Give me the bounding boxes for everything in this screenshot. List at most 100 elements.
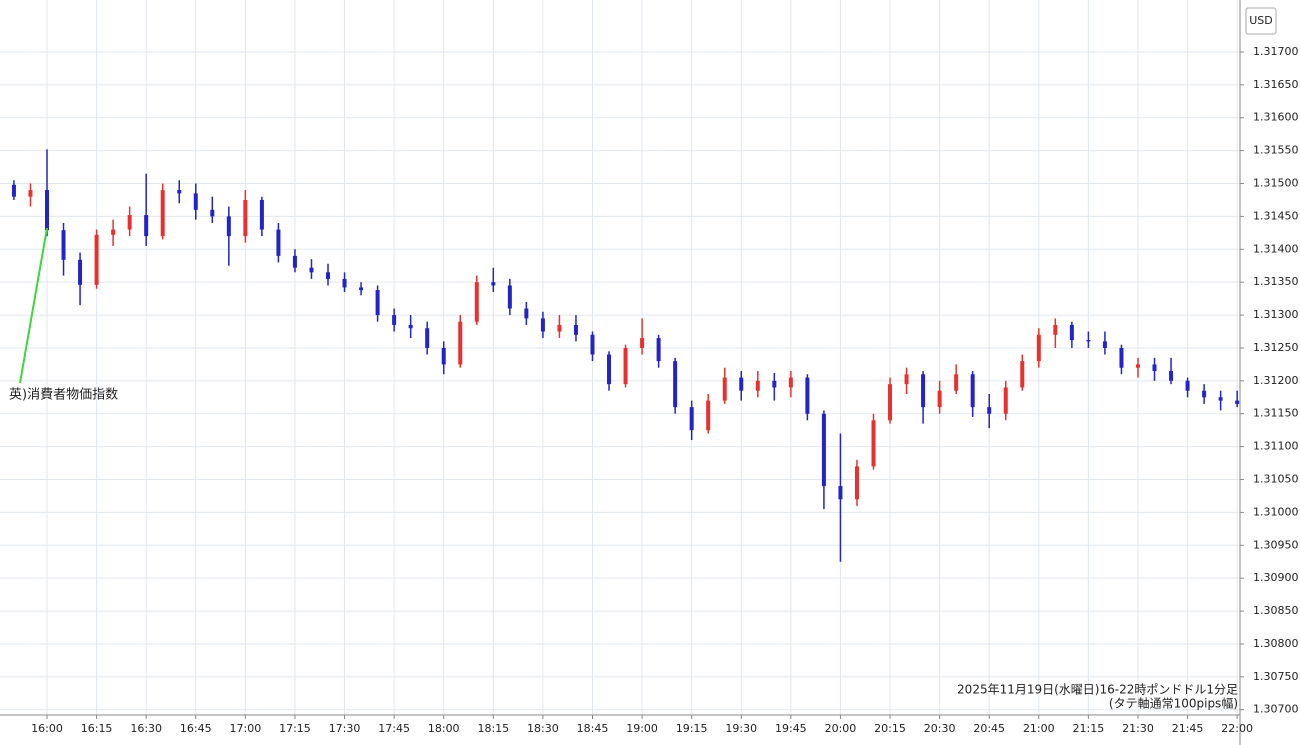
y-tick-label: 1.30900 (1253, 571, 1299, 584)
x-tick-label: 21:30 (1122, 722, 1154, 735)
x-tick-label: 21:45 (1172, 722, 1204, 735)
candle-body (788, 377, 793, 388)
candle-body (854, 466, 859, 500)
candle-body (226, 216, 231, 237)
y-tick-label: 1.30800 (1253, 637, 1299, 650)
x-tick-label: 16:30 (130, 722, 162, 735)
candle-body (61, 230, 66, 260)
candle-body (28, 190, 33, 197)
y-tick-label: 1.31000 (1253, 505, 1299, 518)
candle-body (276, 229, 281, 256)
candle-body (1152, 364, 1157, 371)
candle-body (1185, 380, 1190, 391)
candle-body (342, 278, 347, 288)
candle-body (94, 234, 99, 285)
x-tick-label: 20:15 (874, 722, 906, 735)
candle-body (755, 380, 760, 391)
candle-body (871, 420, 876, 467)
candle-body (1053, 324, 1058, 335)
y-tick-label: 1.31200 (1253, 374, 1299, 387)
candle-body (1169, 370, 1174, 381)
candle-body (1102, 341, 1107, 348)
y-tick-label: 1.31500 (1253, 177, 1299, 190)
x-tick-label: 19:30 (725, 722, 757, 735)
candle-body (425, 328, 430, 348)
x-tick-label: 17:15 (279, 722, 311, 735)
y-tick-label: 1.31150 (1253, 407, 1299, 420)
x-tick-label: 18:15 (477, 722, 509, 735)
candle-body (1003, 387, 1008, 414)
candle-body (739, 377, 744, 391)
x-tick-label: 20:45 (973, 722, 1005, 735)
candle-body (45, 190, 49, 231)
y-tick-label: 1.31700 (1253, 45, 1299, 58)
candle-body (557, 324, 562, 332)
y-tick-label: 1.31350 (1253, 275, 1299, 288)
x-tick-label: 20:30 (924, 722, 956, 735)
candle-body (1069, 324, 1074, 341)
currency-box (1245, 7, 1277, 35)
candle-body (1235, 400, 1240, 404)
candle-body (673, 361, 678, 408)
y-tick-label: 1.30950 (1253, 538, 1299, 551)
candle-body (11, 184, 16, 197)
x-tick-label: 17:30 (329, 722, 361, 735)
candle-body (722, 377, 727, 401)
candle-body (921, 374, 926, 408)
y-tick-label: 1.31100 (1253, 440, 1299, 453)
candle-body (210, 209, 215, 217)
candle-body (689, 407, 694, 431)
candle-body (1202, 390, 1207, 398)
candle-body (259, 199, 264, 230)
candle-body (309, 267, 314, 273)
candle-body (441, 347, 446, 365)
candle-body (491, 282, 496, 286)
y-tick-label: 1.31600 (1253, 111, 1299, 124)
x-tick-label: 16:45 (180, 722, 212, 735)
candle-body (111, 229, 116, 235)
candle-body (1218, 397, 1223, 401)
candle-body (292, 255, 297, 268)
y-tick-label: 1.30750 (1253, 670, 1299, 683)
candle-body (1119, 347, 1124, 368)
candle-body (904, 374, 909, 385)
note: (タテ軸通常100pips幅) (1109, 696, 1238, 711)
candle-body (78, 259, 83, 285)
annotation-line (19, 227, 48, 384)
candle-body (937, 390, 942, 408)
y-tick-label: 1.31550 (1253, 144, 1299, 157)
x-tick-label: 16:15 (81, 722, 113, 735)
x-tick-label: 17:45 (378, 722, 410, 735)
x-tick-label: 19:15 (676, 722, 708, 735)
note: 2025年11月19日(水曜日)16-22時ポンドドル1分足 (957, 683, 1238, 697)
y-tick-label: 1.31650 (1253, 78, 1299, 91)
candle-body (640, 338, 645, 348)
candle-body (540, 318, 545, 332)
candle-body (573, 324, 578, 335)
candle-body (458, 321, 463, 365)
x-tick-label: 17:00 (230, 722, 262, 735)
candle-body (392, 315, 397, 325)
y-tick-label: 1.30850 (1253, 604, 1299, 617)
x-tick-label: 19:00 (626, 722, 658, 735)
x-tick-label: 21:00 (1023, 722, 1055, 735)
x-tick-label: 21:15 (1073, 722, 1105, 735)
candle-body (127, 215, 132, 230)
y-tick-label: 1.30700 (1253, 703, 1299, 716)
x-tick-label: 18:30 (527, 722, 559, 735)
currency-label: USD (1249, 14, 1273, 27)
candle-body (507, 285, 512, 309)
candle-body (987, 407, 992, 414)
candle-body (1036, 334, 1041, 362)
candle-body (838, 486, 843, 500)
y-tick-label: 1.31400 (1253, 242, 1299, 255)
candle-body (706, 400, 711, 431)
candle-body (805, 377, 810, 414)
candle-body (144, 215, 149, 237)
candle-body (1020, 361, 1025, 388)
x-tick-label: 19:45 (775, 722, 807, 735)
annotation: 英)消費者物価指数 (9, 388, 118, 403)
candle-body (623, 347, 628, 385)
